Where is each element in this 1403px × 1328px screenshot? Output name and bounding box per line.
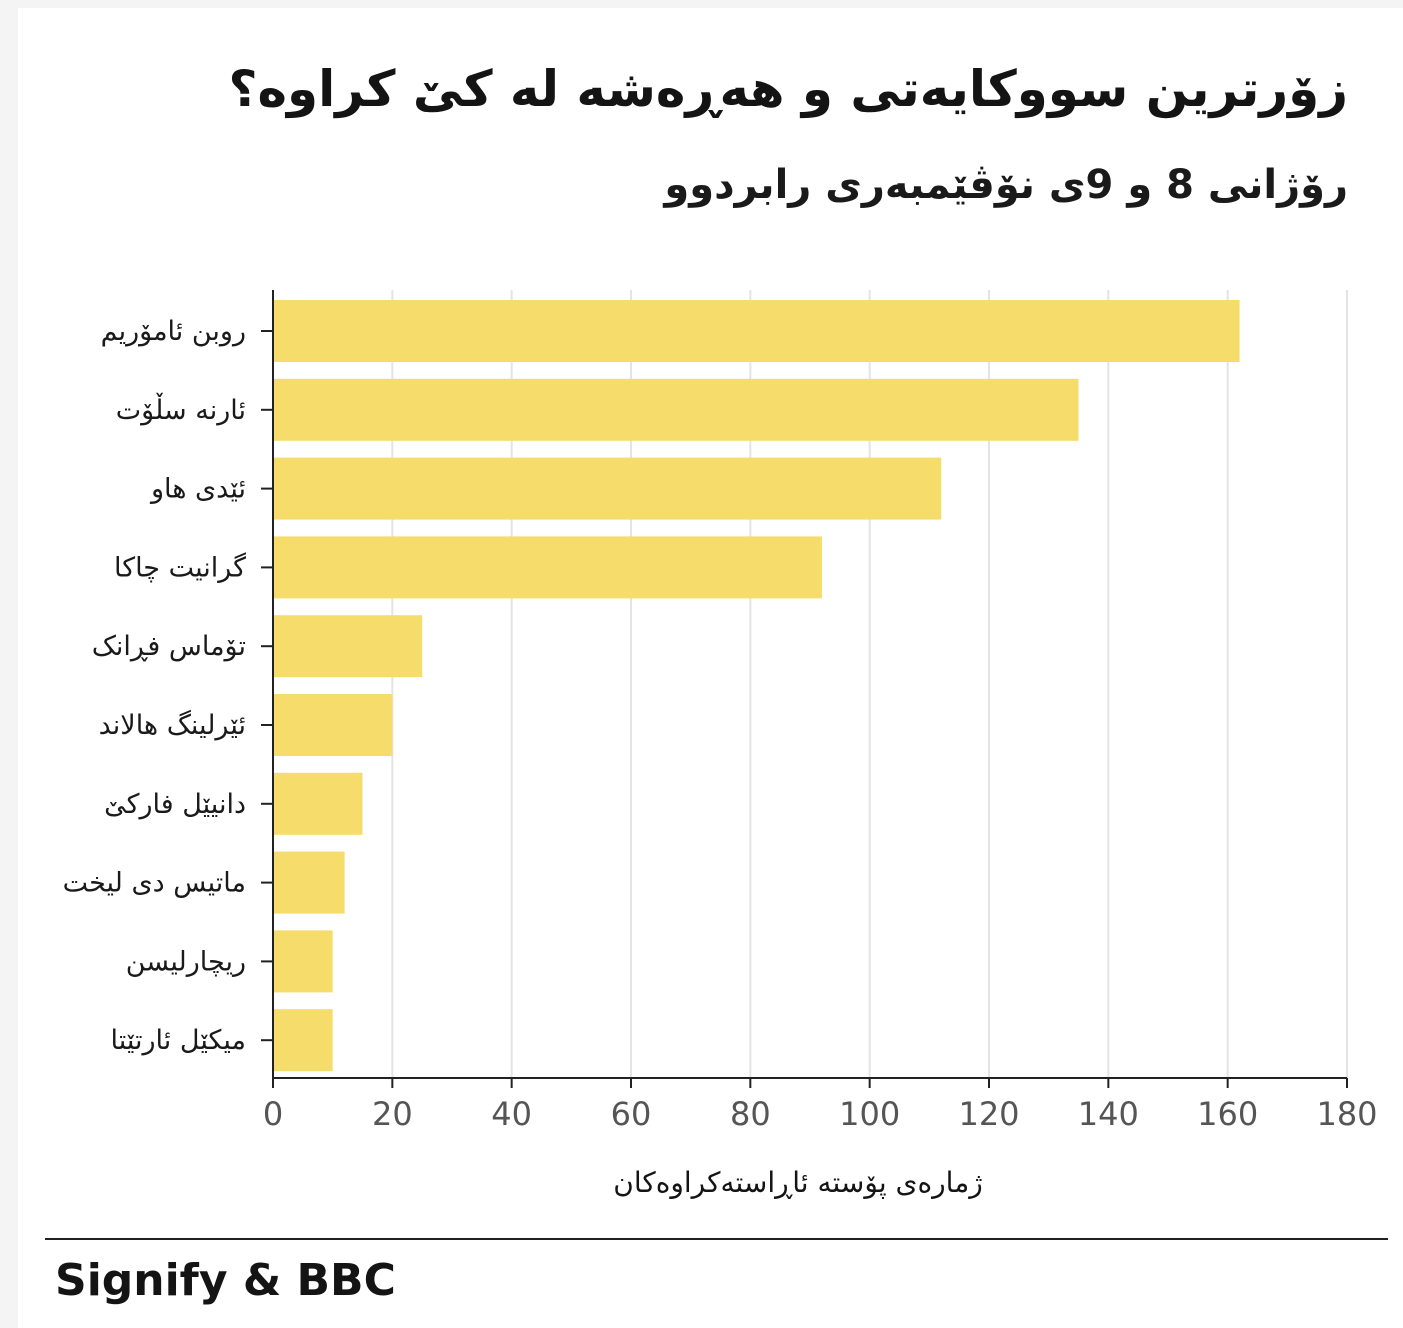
chart-subtitle: رۆژانی 8 و 9ی نۆڤێمبەری رابردوو [664, 162, 1348, 208]
category-label: تۆماس فڕانک [92, 631, 246, 662]
x-tick-label: 60 [611, 1095, 652, 1133]
bar-chart: روبن ئامۆریم ئارنە سڵۆت ئێدی هاو گرانیت چاک… [63, 290, 1378, 1199]
chart-card [18, 8, 1403, 1328]
x-tick-label: 0 [263, 1095, 283, 1133]
bar [273, 1009, 333, 1072]
x-tick-label: 120 [958, 1095, 1019, 1133]
category-label: ئێرلینگ هالاند [99, 709, 246, 741]
bar [273, 378, 1079, 441]
chart-title: زۆرترین سووکایەتی و هەڕەشە لە کێ کراوە؟ [228, 60, 1348, 118]
bar [273, 930, 333, 993]
x-axis-title: ژمارەی پۆستە ئاڕاستەکراوەکان [613, 1166, 982, 1199]
x-tick-labels: 0 20 40 60 80 100 120 140 160 180 [263, 1095, 1378, 1133]
bar [273, 457, 942, 520]
bar [273, 536, 822, 599]
axes [261, 290, 1348, 1088]
x-tick-label: 140 [1078, 1095, 1139, 1133]
source-credit: Signify & BBC [55, 1255, 396, 1306]
bar [273, 300, 1240, 362]
bar [273, 615, 423, 678]
category-label: روبن ئامۆریم [101, 316, 246, 347]
x-tick-label: 40 [491, 1095, 532, 1133]
category-label: دانیێل فارکێ [104, 789, 246, 820]
bar [273, 851, 345, 914]
bars [273, 300, 1240, 1072]
category-label: گرانیت چاکا [114, 551, 246, 583]
x-tick-label: 20 [372, 1095, 413, 1133]
category-label: ئێدی هاو [149, 474, 246, 505]
category-label: ماتیس دی لیخت [63, 868, 246, 899]
x-tick-label: 100 [839, 1095, 900, 1133]
category-label: ریچارلیسن [126, 946, 246, 977]
x-tick-label: 80 [730, 1095, 771, 1133]
category-label: میکێل ئارتێتا [110, 1025, 246, 1056]
source-divider [45, 1238, 1388, 1240]
bar [273, 772, 363, 835]
category-labels: روبن ئامۆریم ئارنە سڵۆت ئێدی هاو گرانیت چاک… [63, 316, 247, 1056]
x-tick-label: 160 [1197, 1095, 1258, 1133]
bar [273, 694, 393, 756]
category-label: ئارنە سڵۆت [116, 393, 246, 426]
x-tick-label: 180 [1316, 1095, 1377, 1133]
